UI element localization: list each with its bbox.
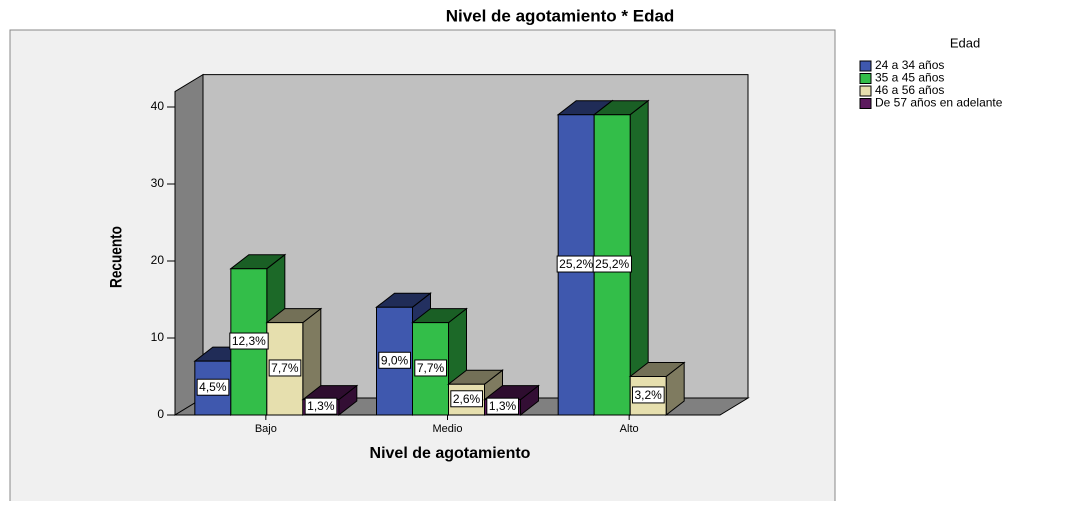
value-label-box [486, 397, 520, 415]
value-label: 2,6% [453, 392, 481, 406]
legend-label: 46 a 56 años [875, 83, 944, 97]
value-label: 7,7% [417, 361, 445, 375]
value-label-box [196, 378, 230, 396]
legend-swatch [859, 60, 872, 72]
x-axis-title: Nivel de agotamiento [370, 445, 531, 462]
value-label: 4,5% [199, 380, 227, 394]
value-label: 25,2% [595, 257, 629, 271]
y-tick-label: 20 [151, 253, 165, 267]
legend-swatch [859, 73, 872, 84]
y-tick-label: 10 [151, 330, 165, 344]
value-label-box [229, 332, 269, 350]
value-label: 1,3% [307, 399, 335, 413]
y-tick-label: 30 [151, 176, 165, 190]
value-label: 9,0% [381, 353, 409, 367]
value-label-box [414, 359, 448, 377]
value-label: 7,7% [271, 361, 299, 375]
y-tick-label: 0 [157, 407, 164, 421]
legend-title: Edad [950, 35, 980, 50]
value-label: 1,3% [489, 399, 517, 413]
x-tick-label: Alto [620, 423, 639, 435]
x-tick-label: Medio [433, 423, 463, 435]
value-label-box [268, 359, 302, 377]
legend-swatch [859, 98, 872, 109]
value-label-box [378, 351, 412, 369]
chart-title: Nivel de agotamiento * Edad [446, 6, 675, 25]
value-label-box [631, 386, 665, 404]
legend-label: De 57 años en adelante [875, 96, 1003, 110]
value-label-box [592, 255, 633, 273]
value-label: 25,2% [559, 257, 593, 271]
legend-swatch [859, 85, 872, 97]
legend-label: 24 a 34 años [875, 58, 944, 72]
value-label-box [450, 390, 484, 408]
y-tick-label: 40 [151, 99, 165, 113]
legend-label: 35 a 45 años [875, 71, 944, 85]
value-label: 12,3% [232, 334, 266, 348]
y-axis-title: Recuento [107, 226, 126, 288]
x-tick-label: Bajo [255, 423, 277, 435]
value-label-box [304, 397, 338, 415]
value-label: 3,2% [634, 388, 662, 402]
